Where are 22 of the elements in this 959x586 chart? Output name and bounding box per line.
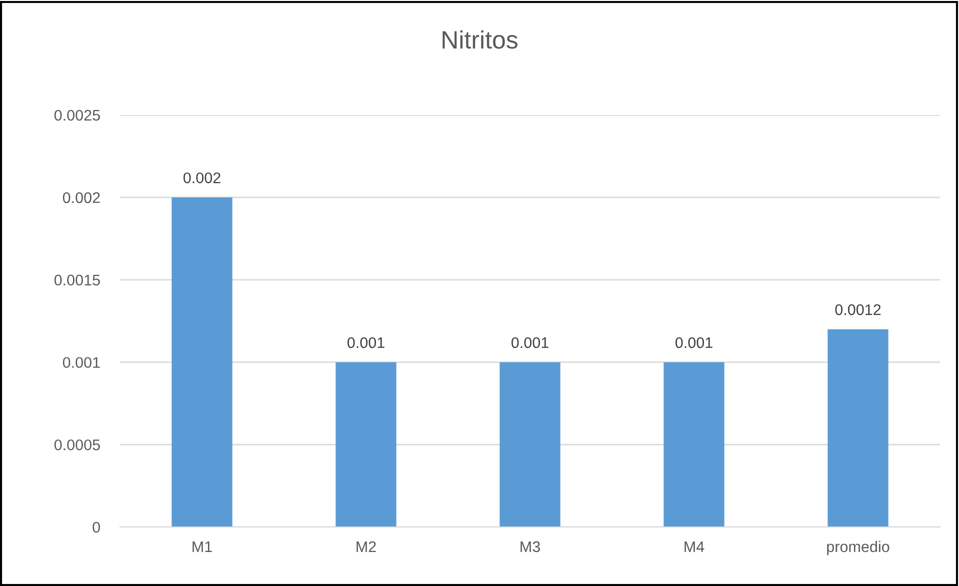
y-tick-label: 0.001 — [62, 357, 100, 368]
data-label: 0.0012 — [835, 304, 881, 316]
y-tick-label: 0.0025 — [54, 110, 100, 121]
y-tick-label: 0.0005 — [54, 439, 100, 450]
x-tick-label: M2 — [356, 541, 376, 552]
bar — [500, 362, 560, 527]
y-tick-label: 0 — [92, 522, 100, 533]
bar — [172, 197, 232, 527]
y-tick-label: 0.0015 — [54, 274, 100, 286]
data-label: 0.001 — [511, 337, 548, 348]
bar — [336, 362, 396, 527]
y-tick-label: 0.002 — [62, 192, 100, 204]
chart-title: Nitritos — [442, 30, 518, 49]
x-tick-label: M1 — [192, 541, 212, 552]
data-label: 0.001 — [675, 337, 712, 348]
x-tick-label: promedio — [827, 540, 890, 556]
data-label: 0.002 — [183, 172, 220, 184]
data-label: 0.001 — [347, 337, 384, 348]
x-tick-label: M3 — [520, 541, 540, 552]
bar — [664, 362, 724, 527]
x-tick-label: M4 — [684, 541, 704, 552]
bar — [828, 329, 888, 527]
